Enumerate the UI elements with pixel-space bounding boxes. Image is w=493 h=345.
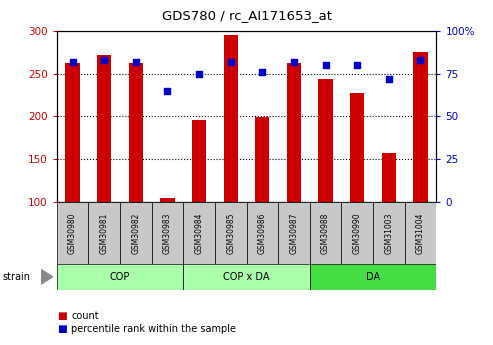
Bar — [215, 202, 246, 264]
Bar — [183, 202, 215, 264]
Point — [195, 71, 203, 77]
Text: COP x DA: COP x DA — [223, 272, 270, 282]
Bar — [223, 35, 238, 202]
Bar — [405, 202, 436, 264]
Bar — [88, 202, 120, 264]
Point — [100, 57, 108, 63]
Bar — [382, 153, 396, 202]
Bar — [413, 51, 427, 202]
Bar — [183, 264, 310, 290]
Text: GSM30985: GSM30985 — [226, 212, 235, 254]
Point — [417, 57, 424, 63]
Point — [164, 88, 172, 93]
Bar — [287, 63, 301, 202]
Bar — [278, 202, 310, 264]
Text: DA: DA — [366, 272, 380, 282]
Text: GSM30990: GSM30990 — [352, 212, 362, 254]
Bar — [341, 202, 373, 264]
Text: GSM30988: GSM30988 — [321, 212, 330, 254]
Bar — [160, 198, 175, 202]
Text: GSM30984: GSM30984 — [195, 212, 204, 254]
Text: GSM30987: GSM30987 — [289, 212, 298, 254]
Point — [69, 59, 76, 65]
Text: strain: strain — [2, 272, 31, 282]
Bar — [373, 202, 405, 264]
Bar — [129, 63, 143, 202]
Text: COP: COP — [110, 272, 130, 282]
Bar — [57, 264, 183, 290]
Text: GSM30986: GSM30986 — [258, 212, 267, 254]
Text: ■: ■ — [57, 311, 67, 321]
Point — [132, 59, 140, 65]
Bar — [120, 202, 152, 264]
Bar — [350, 93, 364, 202]
Polygon shape — [41, 269, 53, 285]
Point — [290, 59, 298, 65]
Bar — [192, 120, 206, 202]
Bar — [255, 117, 270, 202]
Text: GSM31003: GSM31003 — [385, 212, 393, 254]
Bar — [310, 202, 341, 264]
Bar — [246, 202, 278, 264]
Point — [353, 62, 361, 68]
Text: ■: ■ — [57, 325, 67, 334]
Bar — [97, 55, 111, 202]
Point — [227, 59, 235, 65]
Text: GDS780 / rc_AI171653_at: GDS780 / rc_AI171653_at — [162, 9, 331, 22]
Bar — [57, 202, 88, 264]
Text: GSM30983: GSM30983 — [163, 212, 172, 254]
Bar — [310, 264, 436, 290]
Bar — [66, 63, 80, 202]
Text: GSM30981: GSM30981 — [100, 212, 108, 254]
Bar — [318, 79, 333, 202]
Bar — [152, 202, 183, 264]
Point — [385, 76, 393, 82]
Text: GSM30982: GSM30982 — [131, 212, 141, 254]
Text: percentile rank within the sample: percentile rank within the sample — [71, 325, 237, 334]
Point — [258, 69, 266, 75]
Text: GSM31004: GSM31004 — [416, 212, 425, 254]
Text: count: count — [71, 311, 99, 321]
Point — [321, 62, 329, 68]
Text: GSM30980: GSM30980 — [68, 212, 77, 254]
